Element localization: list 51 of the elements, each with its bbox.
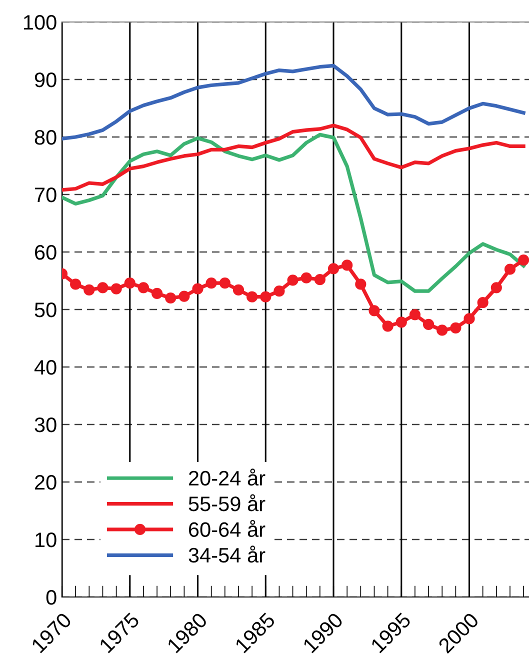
point	[232, 284, 244, 296]
point	[192, 283, 204, 294]
legend-label: 55-59 år	[188, 494, 266, 512]
y-tick-label: 10	[36, 532, 56, 548]
y-tick-label: 60	[35, 245, 56, 260]
point	[151, 288, 163, 299]
line-series	[62, 124, 526, 192]
point	[422, 318, 434, 330]
point	[314, 274, 326, 286]
point	[368, 305, 380, 316]
point	[138, 282, 150, 294]
y-tick-label: 100	[24, 15, 56, 30]
point	[450, 322, 462, 334]
point	[328, 263, 340, 274]
point	[342, 260, 353, 271]
point	[97, 282, 108, 294]
point	[300, 272, 312, 284]
point	[436, 324, 448, 336]
line-series	[62, 64, 526, 141]
y-tick-label: 20	[35, 475, 56, 490]
point	[382, 320, 394, 332]
point	[504, 264, 516, 275]
point	[165, 292, 176, 304]
point	[260, 291, 272, 302]
y-tick-label: 50	[34, 302, 56, 318]
point	[219, 277, 230, 289]
point	[477, 297, 488, 308]
y-tick-label: 90	[34, 72, 56, 88]
y-tick-label: 70	[35, 188, 56, 202]
point	[409, 309, 421, 320]
y-tick-label: 30	[34, 418, 56, 432]
point	[84, 284, 95, 296]
point	[110, 283, 122, 294]
point	[246, 291, 258, 302]
point	[178, 290, 190, 302]
legend-label: 34-54 år	[188, 546, 266, 563]
point	[355, 278, 366, 290]
point	[124, 277, 136, 289]
y-tick-label: 80	[34, 130, 56, 145]
point	[70, 278, 82, 290]
legend-label: 60-64 år	[188, 520, 266, 537]
point	[490, 282, 502, 294]
point	[518, 254, 529, 266]
point	[274, 286, 285, 297]
y-tick-label: 40	[34, 360, 56, 375]
point	[396, 316, 407, 328]
point	[206, 277, 217, 289]
point	[464, 313, 475, 324]
point	[287, 274, 298, 286]
y-tick-label: 0	[46, 590, 56, 605]
legend-label: 20-24 år	[188, 468, 266, 486]
